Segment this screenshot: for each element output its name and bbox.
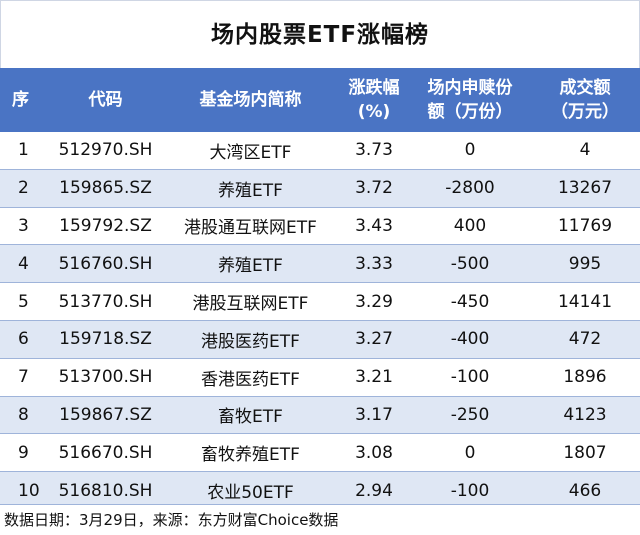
cell-turnover: 472	[530, 320, 640, 359]
header-change: 涨跌幅 (%)	[338, 68, 410, 132]
table-row: 2 159865.SZ 养殖ETF 3.72 -2800 13267	[0, 169, 640, 208]
table-row: 9 516670.SH 畜牧养殖ETF 3.08 0 1807	[0, 433, 640, 473]
cell-turnover: 4123	[530, 396, 640, 435]
cell-change: 3.17	[338, 396, 410, 435]
table-title: 场内股票ETF涨幅榜	[0, 0, 640, 68]
cell-change: 3.21	[338, 358, 410, 397]
table-row: 8 159867.SZ 畜牧ETF 3.17 -250 4123	[0, 396, 640, 435]
header-row: 序 代码 基金场内简称 涨跌幅 (%) 场内申赎份 额（万份） 成交额 （万元）	[0, 68, 640, 132]
cell-turnover: 466	[530, 471, 640, 510]
cell-change: 3.73	[338, 132, 410, 170]
cell-name: 大湾区ETF	[163, 132, 338, 170]
table-row: 1 512970.SH 大湾区ETF 3.73 0 4	[0, 132, 640, 170]
cell-flow: -2800	[410, 169, 530, 208]
cell-flow: -100	[410, 358, 530, 397]
cell-name: 港股医药ETF	[163, 320, 338, 359]
cell-change: 3.33	[338, 244, 410, 284]
cell-name: 香港医药ETF	[163, 358, 338, 397]
cell-code: 159718.SZ	[48, 320, 163, 359]
header-turnover-line2: （万元）	[551, 102, 619, 122]
cell-name: 养殖ETF	[163, 244, 338, 284]
cell-turnover: 4	[530, 132, 640, 170]
cell-flow: -250	[410, 396, 530, 435]
header-turnover: 成交额 （万元）	[530, 68, 640, 132]
cell-change: 3.27	[338, 320, 410, 359]
cell-turnover: 11769	[530, 207, 640, 246]
cell-flow: -500	[410, 244, 530, 284]
cell-code: 516760.SH	[48, 244, 163, 284]
cell-code: 513700.SH	[48, 358, 163, 397]
cell-name: 养殖ETF	[163, 169, 338, 208]
cell-code: 516670.SH	[48, 433, 163, 473]
cell-name: 港股互联网ETF	[163, 282, 338, 321]
table-row: 5 513770.SH 港股互联网ETF 3.29 -450 14141	[0, 282, 640, 321]
cell-rank: 6	[0, 320, 48, 359]
cell-name: 畜牧养殖ETF	[163, 433, 338, 473]
cell-flow: -450	[410, 282, 530, 321]
table-row: 10 516810.SH 农业50ETF 2.94 -100 466	[0, 471, 640, 510]
cell-change: 3.08	[338, 433, 410, 473]
cell-name: 农业50ETF	[163, 471, 338, 510]
table-row: 7 513700.SH 香港医药ETF 3.21 -100 1896	[0, 358, 640, 397]
cell-flow: 0	[410, 433, 530, 473]
cell-change: 3.72	[338, 169, 410, 208]
cell-rank: 7	[0, 358, 48, 397]
cell-rank: 8	[0, 396, 48, 435]
cell-code: 159867.SZ	[48, 396, 163, 435]
cell-change: 3.43	[338, 207, 410, 246]
cell-name: 畜牧ETF	[163, 396, 338, 435]
cell-change: 3.29	[338, 282, 410, 321]
cell-rank: 4	[0, 244, 48, 284]
cell-rank: 2	[0, 169, 48, 208]
cell-turnover: 1807	[530, 433, 640, 473]
cell-flow: -400	[410, 320, 530, 359]
header-flow-line2: 额（万份）	[427, 102, 513, 122]
header-change-line2: (%)	[357, 102, 391, 122]
cell-change: 2.94	[338, 471, 410, 510]
table-row: 4 516760.SH 养殖ETF 3.33 -500 995	[0, 244, 640, 284]
cell-turnover: 14141	[530, 282, 640, 321]
source-footnote: 数据日期：3月29日，来源：东方财富Choice数据	[0, 504, 640, 535]
cell-rank: 3	[0, 207, 48, 246]
cell-code: 513770.SH	[48, 282, 163, 321]
cell-rank: 5	[0, 282, 48, 321]
cell-rank: 9	[0, 433, 48, 473]
cell-name: 港股通互联网ETF	[163, 207, 338, 246]
table-header: 序 代码 基金场内简称 涨跌幅 (%) 场内申赎份 额（万份） 成交额 （万元）	[0, 68, 640, 132]
cell-turnover: 13267	[530, 169, 640, 208]
cell-code: 159792.SZ	[48, 207, 163, 246]
header-rank: 序	[0, 68, 48, 132]
header-code: 代码	[48, 68, 163, 132]
cell-code: 512970.SH	[48, 132, 163, 170]
cell-flow: -100	[410, 471, 530, 510]
header-name: 基金场内简称	[163, 68, 338, 132]
cell-rank: 1	[0, 132, 48, 170]
cell-turnover: 1896	[530, 358, 640, 397]
cell-turnover: 995	[530, 244, 640, 284]
table-body: 1 512970.SH 大湾区ETF 3.73 0 4 2 159865.SZ …	[0, 132, 640, 510]
cell-flow: 0	[410, 132, 530, 170]
cell-flow: 400	[410, 207, 530, 246]
header-flow: 场内申赎份 额（万份）	[410, 68, 530, 132]
header-change-line1: 涨跌幅	[348, 78, 400, 98]
cell-code: 159865.SZ	[48, 169, 163, 208]
etf-gain-table: 序 代码 基金场内简称 涨跌幅 (%) 场内申赎份 额（万份） 成交额 （万元）	[0, 68, 640, 510]
table-row: 6 159718.SZ 港股医药ETF 3.27 -400 472	[0, 320, 640, 359]
header-flow-line1: 场内申赎份	[427, 78, 513, 98]
cell-rank: 10	[0, 471, 48, 510]
header-turnover-line1: 成交额	[559, 78, 611, 98]
table-row: 3 159792.SZ 港股通互联网ETF 3.43 400 11769	[0, 207, 640, 246]
